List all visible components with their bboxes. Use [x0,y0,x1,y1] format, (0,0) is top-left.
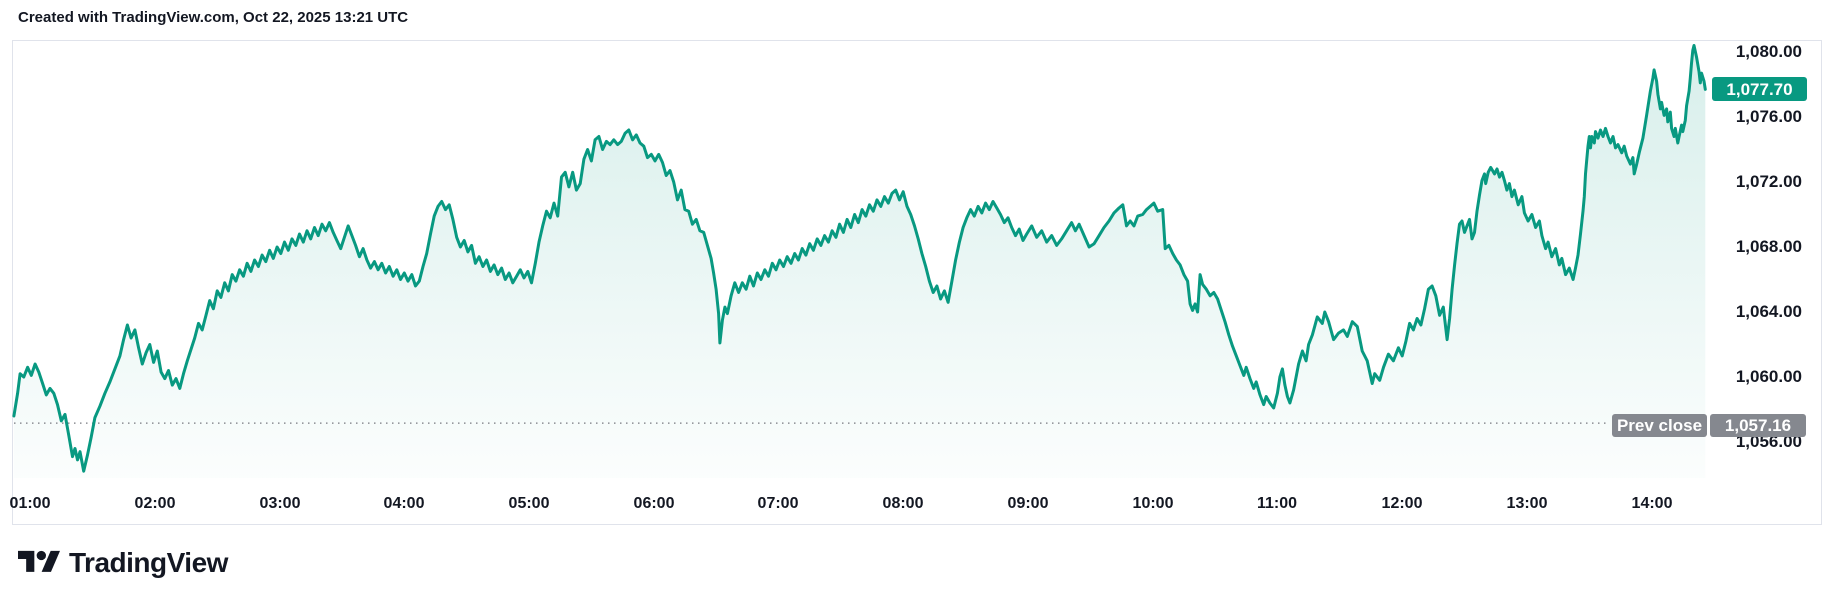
price-tick-label: 1,076.00 [1735,107,1802,126]
time-tick-label: 03:00 [259,495,301,512]
time-tick-label: 08:00 [882,495,924,512]
time-tick-label: 11:00 [1256,495,1298,512]
tradingview-logo-text: TradingView [69,546,228,578]
price-tick-label: 1,072.00 [1735,172,1802,191]
time-tick-label: 06:00 [633,495,675,512]
time-tick-label: 01:00 [9,495,51,512]
price-tick-label: 1,080.00 [1735,42,1802,61]
area-fill [13,45,1706,478]
prev-close-label-badge: Prev close [1612,414,1707,437]
time-tick-label: 13:00 [1506,495,1548,512]
time-tick-label: 14:00 [1631,495,1673,512]
prev-close-value-badge: 1,057.16 [1710,414,1806,437]
tradingview-logo[interactable]: TradingView [18,546,228,579]
current-price-badge: 1,077.70 [1712,77,1807,101]
price-line [12,44,1707,473]
time-tick-label: 10:00 [1132,495,1174,512]
time-tick-label: 04:00 [383,495,425,512]
price-tick-label: 1,056.00 [1735,432,1802,451]
time-tick-label: 07:00 [757,495,799,512]
price-tick-label: 1,060.00 [1735,367,1802,386]
price-tick-label: 1,068.00 [1735,237,1802,256]
price-tick-label: 1,064.00 [1735,302,1802,321]
tradingview-logo-icon[interactable] [18,546,60,579]
time-tick-label: 09:00 [1007,495,1049,512]
time-tick-label: 05:00 [508,495,550,512]
time-tick-label: 02:00 [134,495,176,512]
attribution-title: Created with TradingView.com, Oct 22, 20… [18,9,409,26]
time-tick-label: 12:00 [1381,495,1423,512]
